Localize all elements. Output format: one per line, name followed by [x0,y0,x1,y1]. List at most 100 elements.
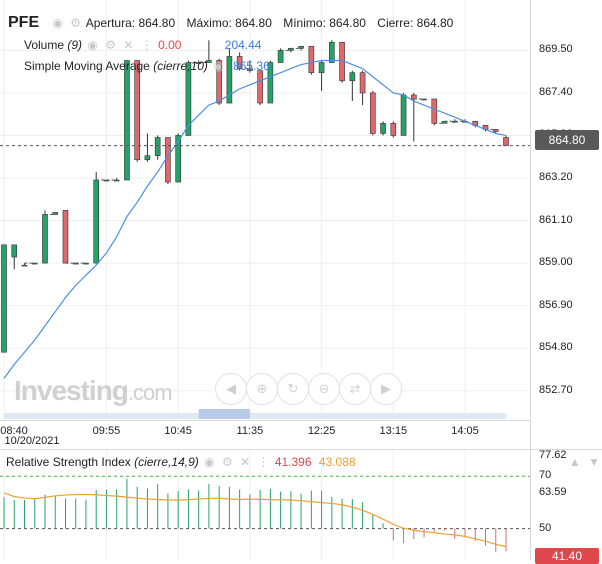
volume-label: Volume [24,38,65,52]
candle-body [154,137,161,157]
price-chart[interactable] [0,0,530,420]
rsi-value-orange: 43.088 [318,455,356,469]
price-tick-label: 869.50 [539,43,573,56]
price-tick-label: 863.20 [539,171,573,183]
watermark-suffix: .com [127,380,173,405]
investing-watermark: Investing.com [14,375,173,407]
candle-body [11,244,18,258]
eye-icon[interactable]: ◉ [52,16,63,30]
sma-line [3,59,507,379]
candle-body [226,56,233,104]
time-tick-label: 14:05 [451,425,479,437]
price-tick-label: 854.80 [539,341,573,354]
sma-param: (cierre,10) [153,59,208,73]
gear-icon[interactable]: ⚙ [70,16,82,30]
rsi-tick-label: 50 [539,521,552,534]
zoom-left-icon[interactable]: ◀ [215,373,247,405]
open-value: 864.80 [138,16,176,30]
sma-label: Simple Moving Average [24,59,150,73]
volume-strip [4,413,506,419]
high-value: 864.80 [235,16,272,30]
low-label: Mínimo: [283,16,326,30]
volume-bar [198,409,250,419]
candle-body [308,46,315,73]
rsi-signal-line [3,492,507,548]
rsi-value-red: 41.396 [274,455,312,469]
date-label: 10/20/2021 [4,435,60,447]
time-tick-label: 09:55 [92,425,121,437]
watermark-brand: Investing [14,375,129,406]
price-tick-label: 856.90 [539,298,573,311]
price-tick-label: 867.40 [539,85,573,98]
rsi-tick-label: 70 [539,469,552,482]
volume-value-red: 0.00 [158,38,182,52]
time-tick-label: 10:45 [164,425,192,437]
candle-body [1,244,7,353]
rsi-chart[interactable] [0,450,530,560]
close-icon[interactable]: ✕ [240,455,251,469]
close-value: 864.80 [416,16,454,30]
rsi-label: Relative Strength Index [6,455,131,469]
candle-body [42,214,48,264]
pane-separator [0,449,602,450]
eye-icon[interactable]: ◉ [87,38,98,52]
candle-body [216,60,222,104]
volume-param: (9) [67,38,83,52]
rsi-tick-label: 63.59 [539,485,567,498]
candle-body [62,210,69,264]
sma-legend: Simple Moving Average (cierre,10) ◉ 865.… [24,59,270,73]
candle-body [267,62,274,104]
time-tick-label: 11:35 [236,425,264,437]
candle-body [257,70,263,104]
candle-body [431,98,438,124]
time-tick-label: 08:40 [0,425,28,437]
zoom-out-icon[interactable]: ⊖ [308,373,340,405]
zoom-in-icon[interactable]: ⊕ [246,373,278,405]
time-axis[interactable]: 08:40 09:55 10:45 11:35 12:25 13:15 14:05 10/20… [0,420,530,451]
candle-body [21,264,28,267]
candle-body [277,50,284,63]
zoom-fit-icon[interactable]: ⇄ [339,373,371,405]
price-axis[interactable]: 869.50867.40865.30863.20861.10859.00856.… [530,0,602,560]
rsi-last-tag: 41.40 [535,548,599,564]
candle-body [359,72,366,94]
price-tick-label: 859.00 [539,256,573,269]
gear-icon[interactable]: ⚙ [221,455,233,469]
rsi-param: (cierre,14,9) [134,455,199,469]
close-icon[interactable]: ✕ [123,38,134,52]
candle-body [503,137,509,146]
price-tick-label: 852.70 [539,383,573,396]
candle-body [318,62,325,73]
chevron-down-icon[interactable]: ▼ [588,455,601,469]
candle-body [390,123,397,136]
zoom-right-icon[interactable]: ▶ [370,373,402,405]
more-icon[interactable]: ⋮ [140,38,153,52]
last-price-tag: 864.80 [535,130,599,150]
candle-body [134,60,140,161]
zoom-reset-icon[interactable]: ↻ [277,373,309,405]
price-tick-label: 861.10 [539,213,573,226]
candle-body [400,94,407,136]
high-label: Máximo: [186,16,232,30]
candle-body [410,94,417,100]
volume-value-blue: 204.44 [224,38,262,52]
rsi-legend: Relative Strength Index (cierre,14,9) ◉ … [6,455,602,469]
chevron-up-icon[interactable]: ▲ [568,455,581,469]
candle-body [370,92,376,134]
candle-body [380,123,386,134]
candle-body [349,72,356,82]
volume-legend: Volume (9) ◉ ⚙ ✕ ⋮ 0.00 204.44 [24,38,261,52]
open-label: Apertura: [85,16,136,30]
more-icon[interactable]: ⋮ [257,455,270,469]
time-tick-label: 13:15 [379,425,408,437]
time-tick-label: 12:25 [307,425,336,437]
eye-icon[interactable]: ◉ [213,59,224,73]
ohlc-legend: PFE ◉ ⚙ Apertura: 864.80 Máximo: 864.80 … [8,14,461,32]
candle-body [165,137,171,183]
candle-body [124,60,130,181]
eye-icon[interactable]: ◉ [204,455,215,469]
rsi-tick-label: 77.62 [539,449,567,462]
gear-icon[interactable]: ⚙ [105,38,116,52]
candle-body [93,179,100,264]
